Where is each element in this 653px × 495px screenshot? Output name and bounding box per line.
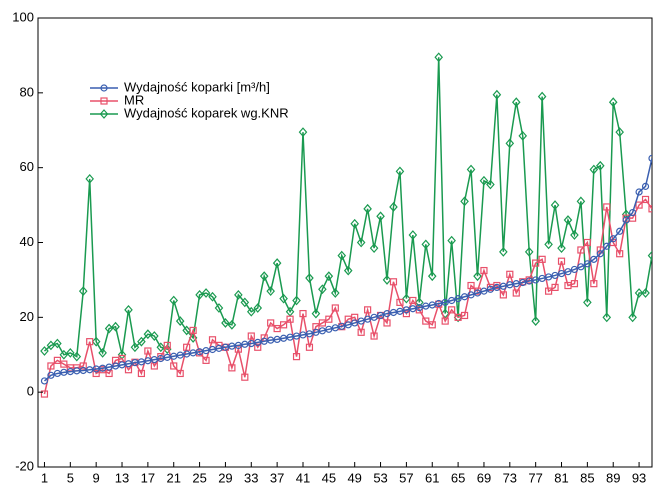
- x-tick-label: 13: [115, 470, 129, 485]
- x-tick-label: 65: [451, 470, 465, 485]
- y-tick-label: 0: [27, 384, 34, 399]
- y-tick-label: 60: [20, 159, 34, 174]
- x-tick-label: 73: [503, 470, 517, 485]
- y-tick-label: 40: [20, 234, 34, 249]
- x-tick-label: 1: [41, 470, 48, 485]
- legend-label: Wydajność koparek wg.KNR: [124, 105, 289, 120]
- x-tick-label: 77: [528, 470, 542, 485]
- x-tick-label: 45: [322, 470, 336, 485]
- x-tick-label: 89: [606, 470, 620, 485]
- x-tick-label: 49: [347, 470, 361, 485]
- x-tick-label: 25: [192, 470, 206, 485]
- y-tick-label: -20: [15, 458, 34, 473]
- x-tick-label: 37: [270, 470, 284, 485]
- x-tick-label: 85: [580, 470, 594, 485]
- x-tick-label: 29: [218, 470, 232, 485]
- x-tick-label: 53: [373, 470, 387, 485]
- x-tick-label: 61: [425, 470, 439, 485]
- x-tick-label: 69: [477, 470, 491, 485]
- legend-label: Wydajność koparki [m³/h]: [124, 79, 270, 94]
- x-tick-label: 57: [399, 470, 413, 485]
- x-tick-label: 81: [554, 470, 568, 485]
- x-tick-label: 5: [67, 470, 74, 485]
- x-tick-label: 33: [244, 470, 258, 485]
- x-tick-label: 21: [166, 470, 180, 485]
- y-tick-label: 20: [20, 309, 34, 324]
- x-tick-label: 41: [296, 470, 310, 485]
- x-tick-label: 9: [93, 470, 100, 485]
- y-tick-label: 80: [20, 84, 34, 99]
- x-tick-label: 93: [632, 470, 646, 485]
- x-tick-label: 17: [141, 470, 155, 485]
- y-tick-label: 100: [12, 9, 34, 24]
